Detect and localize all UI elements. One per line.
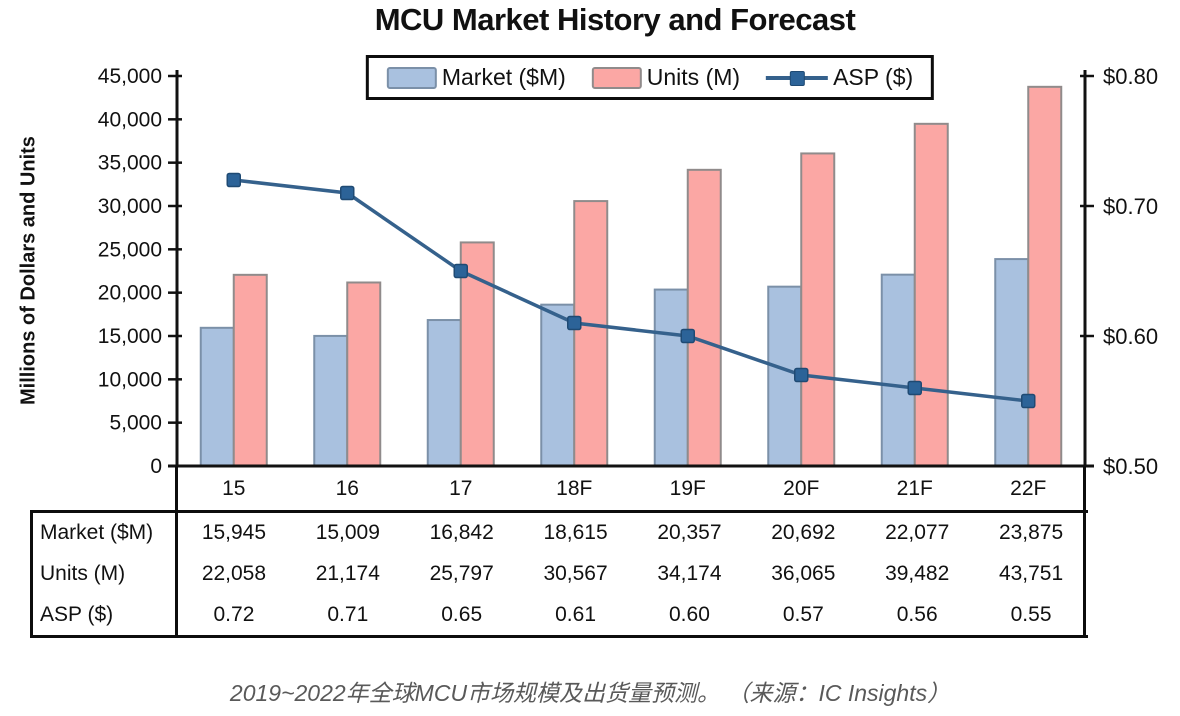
market-bar xyxy=(199,326,235,467)
axis-header-divider xyxy=(175,466,178,638)
legend: Market ($M) Units (M) ASP ($) xyxy=(365,55,935,100)
left-axis-tick-label: 15,000 xyxy=(98,325,162,348)
table-cell: 39,482 xyxy=(885,561,950,585)
x-axis-labels: 15 16 17 18F 19F 20F 21F 22F xyxy=(177,468,1085,510)
table-cell: 22,077 xyxy=(885,521,950,545)
combo-chart-plot: 0 5,000 10,000 15,000 20,000 25,000 30,000 35,0… xyxy=(98,64,1158,479)
table-cell: 18,615 xyxy=(543,521,608,545)
left-axis-tick-label: 30,000 xyxy=(98,195,162,218)
asp-marker xyxy=(453,263,468,279)
right-axis-tick-label: $0.80 xyxy=(1103,64,1158,89)
asp-square-marker-icon xyxy=(790,70,806,86)
market-bar-swatch-icon xyxy=(386,66,437,89)
units-bar xyxy=(1027,85,1063,467)
x-axis-label: 21F xyxy=(896,477,933,500)
left-axis-tick-label: 45,000 xyxy=(98,65,162,88)
asp-marker xyxy=(226,172,241,188)
table-cell: 15,009 xyxy=(315,521,380,545)
x-axis-label: 22F xyxy=(1010,477,1047,500)
table-cell: 23,875 xyxy=(998,521,1064,545)
units-bar xyxy=(232,273,268,467)
right-axis-tick-label: $0.50 xyxy=(1103,454,1158,479)
table-cell: 30,567 xyxy=(543,561,608,585)
table-row-header: Market ($M) xyxy=(40,521,154,545)
asp-marker xyxy=(567,315,582,331)
caption: 2019~2022年全球MCU市场规模及出货量预测。 （来源：IC Insigh… xyxy=(229,680,951,706)
asp-marker xyxy=(907,380,922,396)
asp-line-sample-icon xyxy=(766,70,829,86)
table-cell: 22,058 xyxy=(201,561,267,585)
table-cell: 20,357 xyxy=(657,521,722,545)
legend-label-units: Units (M) xyxy=(646,64,741,90)
table-right-border xyxy=(1083,466,1086,638)
left-axis-tick-label: 35,000 xyxy=(98,152,162,175)
units-bar xyxy=(800,152,836,467)
market-bar xyxy=(426,319,462,468)
table-cell: 0.57 xyxy=(782,602,824,626)
right-axis-tick-label: $0.70 xyxy=(1103,194,1158,219)
market-bar xyxy=(994,258,1030,468)
table-cell: 34,174 xyxy=(657,561,722,585)
asp-line xyxy=(233,178,1029,403)
table-cell: 15,945 xyxy=(201,521,267,545)
table-cell: 0.56 xyxy=(896,602,938,626)
table-top-border xyxy=(30,510,1088,513)
legend-label-asp: ASP ($) xyxy=(833,64,914,90)
units-bar xyxy=(573,200,609,467)
table-cell: 0.71 xyxy=(327,602,369,626)
asp-marker xyxy=(340,185,355,201)
table-bottom-border xyxy=(30,635,1088,638)
legend-item-units: Units (M) xyxy=(591,64,741,91)
x-axis-label: 17 xyxy=(449,477,473,500)
left-axis-tick-label: 5,000 xyxy=(109,412,162,435)
x-axis-label: 19F xyxy=(669,477,706,500)
units-bar xyxy=(913,122,949,468)
left-axis-tick-label: 10,000 xyxy=(98,368,162,391)
units-bar-swatch-icon xyxy=(591,66,642,89)
table-cell: 0.72 xyxy=(213,602,255,626)
table-row-header: ASP ($) xyxy=(40,602,114,626)
table-cell: 21,174 xyxy=(315,561,380,585)
table-cell: 0.61 xyxy=(555,602,596,626)
left-axis-tick-label: 40,000 xyxy=(98,108,162,131)
table-cell: 0.60 xyxy=(669,602,710,626)
asp-marker xyxy=(794,367,809,383)
table-cell: 20,692 xyxy=(771,521,836,545)
asp-marker xyxy=(680,328,695,344)
legend-label-market: Market ($M) xyxy=(441,64,566,90)
left-axis-tick-label: 0 xyxy=(150,455,162,478)
units-bar xyxy=(346,281,382,467)
table-cell: 16,842 xyxy=(429,521,494,545)
asp-marker xyxy=(1021,393,1036,409)
legend-item-market: Market ($M) xyxy=(386,64,566,91)
units-bar xyxy=(686,168,722,467)
data-table: Market ($M) 15,945 15,009 16,842 18,615 20,35… xyxy=(30,513,1088,635)
x-axis-label: 18F xyxy=(556,477,593,500)
market-bar xyxy=(653,288,689,467)
table-row-header: Units (M) xyxy=(40,561,126,585)
table-cell: 0.55 xyxy=(1010,602,1052,626)
x-axis-label: 16 xyxy=(335,477,359,500)
left-axis-tick-label: 20,000 xyxy=(98,282,162,305)
table-cell: 25,797 xyxy=(429,561,494,585)
legend-item-asp: ASP ($) xyxy=(766,64,913,91)
x-axis-label: 20F xyxy=(783,477,820,500)
table-cell: 0.65 xyxy=(441,602,483,626)
right-axis-tick-label: $0.60 xyxy=(1103,324,1158,349)
table-left-border xyxy=(30,510,33,638)
table-cell: 36,065 xyxy=(771,561,836,585)
left-axis-tick-label: 25,000 xyxy=(98,238,162,261)
x-axis-label: 15 xyxy=(222,477,246,500)
market-bar xyxy=(880,273,916,467)
table-cell: 43,751 xyxy=(998,561,1064,585)
market-bar xyxy=(313,334,349,467)
chart-title: MCU Market History and Forecast xyxy=(374,2,856,37)
